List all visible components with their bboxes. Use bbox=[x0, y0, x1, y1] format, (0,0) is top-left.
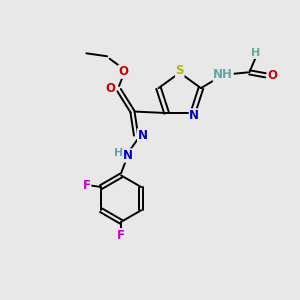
Text: F: F bbox=[83, 179, 91, 192]
Text: O: O bbox=[118, 65, 128, 78]
Text: N: N bbox=[123, 149, 133, 162]
Text: S: S bbox=[176, 64, 184, 77]
Text: N: N bbox=[189, 109, 199, 122]
Text: H: H bbox=[114, 148, 124, 158]
Text: F: F bbox=[117, 229, 125, 242]
Text: O: O bbox=[267, 69, 277, 82]
Text: H: H bbox=[251, 48, 260, 59]
Text: O: O bbox=[106, 82, 116, 95]
Text: NH: NH bbox=[213, 68, 233, 81]
Text: N: N bbox=[137, 129, 148, 142]
